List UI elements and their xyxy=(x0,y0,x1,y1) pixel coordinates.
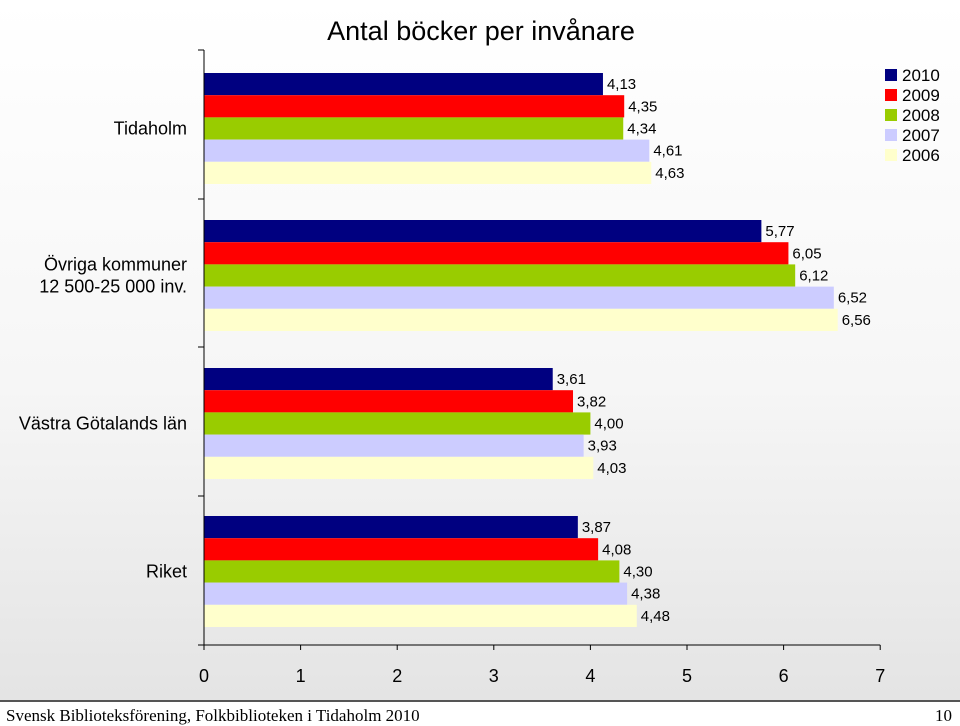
bars-group: 4,13 4,35 4,34 4,61 4,63 5,77 6,05 6,12 6,52 6,56… xyxy=(204,73,871,627)
value-label-2007-1: 6,52 xyxy=(838,290,867,307)
category-label-3-0: Riket xyxy=(146,562,187,582)
value-label-2006-1: 6,56 xyxy=(842,312,871,329)
value-label-2009-3: 4,08 xyxy=(602,541,631,558)
x-tick-label-4: 4 xyxy=(585,666,595,686)
bar-2010-1 xyxy=(204,220,762,243)
value-label-2008-1: 6,12 xyxy=(799,268,828,285)
legend-label-2010: 2010 xyxy=(902,66,940,85)
legend-label-2009: 2009 xyxy=(902,86,940,105)
bar-2010-2 xyxy=(204,368,553,391)
chart-title: Antal böcker per invånare xyxy=(327,16,635,46)
bar-2009-3 xyxy=(204,538,599,561)
value-label-2009-2: 3,82 xyxy=(577,393,606,410)
bar-2006-3 xyxy=(204,604,637,627)
footer-text: Svensk Biblioteksförening, Folkbibliotek… xyxy=(6,706,420,725)
bar-2006-1 xyxy=(204,308,838,331)
bar-2008-3 xyxy=(204,560,620,583)
value-label-2006-0: 4,63 xyxy=(655,165,684,182)
bar-2007-2 xyxy=(204,434,584,457)
legend-label-2006: 2006 xyxy=(902,146,940,165)
bar-2009-1 xyxy=(204,242,789,265)
x-tick-label-2: 2 xyxy=(392,666,402,686)
bar-2008-0 xyxy=(204,117,624,140)
bar-2008-1 xyxy=(204,264,796,287)
value-label-2010-2: 3,61 xyxy=(557,371,586,388)
legend-swatch-2010 xyxy=(885,69,897,81)
bar-2007-3 xyxy=(204,582,628,605)
value-label-2010-1: 5,77 xyxy=(765,223,794,240)
legend-swatch-2008 xyxy=(885,109,897,121)
bar-2007-0 xyxy=(204,139,650,162)
bar-2009-2 xyxy=(204,390,574,413)
value-label-2007-3: 4,38 xyxy=(631,586,660,603)
footer-bar: Svensk Biblioteksförening, Folkbibliotek… xyxy=(0,700,960,725)
bar-2009-0 xyxy=(204,95,625,118)
legend-label-2007: 2007 xyxy=(902,126,940,145)
x-tick-label-3: 3 xyxy=(489,666,499,686)
value-label-2008-0: 4,34 xyxy=(627,121,656,138)
bar-chart: Antal böcker per invånare 4,134,354,344,… xyxy=(19,16,940,686)
value-label-2006-2: 4,03 xyxy=(597,460,626,477)
x-tick-label-0: 0 xyxy=(199,666,209,686)
category-label-2-0: Västra Götalands län xyxy=(19,414,187,434)
legend-swatch-2009 xyxy=(885,89,897,101)
category-label-1-0: Övriga kommuner xyxy=(44,255,187,275)
bar-2008-2 xyxy=(204,412,591,435)
value-label-2008-2: 4,00 xyxy=(594,416,623,433)
category-label-1-1: 12 500-25 000 inv. xyxy=(39,277,187,297)
category-label-0-0: Tidaholm xyxy=(114,119,187,139)
bar-2006-0 xyxy=(204,161,652,184)
value-label-2009-1: 6,05 xyxy=(792,245,821,262)
value-label-2010-0: 4,13 xyxy=(607,76,636,93)
legend-swatch-2006 xyxy=(885,149,897,161)
bar-2006-2 xyxy=(204,456,594,479)
x-tick-label-7: 7 xyxy=(875,666,885,686)
value-label-2010-3: 3,87 xyxy=(582,519,611,536)
value-label-2009-0: 4,35 xyxy=(628,98,657,115)
x-tick-label-1: 1 xyxy=(296,666,306,686)
bar-2010-3 xyxy=(204,516,578,539)
bar-2007-1 xyxy=(204,286,834,309)
value-label-2007-0: 4,61 xyxy=(653,143,682,160)
value-label-2007-2: 3,93 xyxy=(588,438,617,455)
x-tick-label-6: 6 xyxy=(779,666,789,686)
legend-swatch-2007 xyxy=(885,129,897,141)
bar-2010-0 xyxy=(204,73,603,96)
legend-label-2008: 2008 xyxy=(902,106,940,125)
value-label-2008-3: 4,30 xyxy=(623,564,652,581)
value-label-2006-3: 4,48 xyxy=(641,608,670,625)
page-number: 10 xyxy=(935,706,952,725)
x-tick-label-5: 5 xyxy=(682,666,692,686)
